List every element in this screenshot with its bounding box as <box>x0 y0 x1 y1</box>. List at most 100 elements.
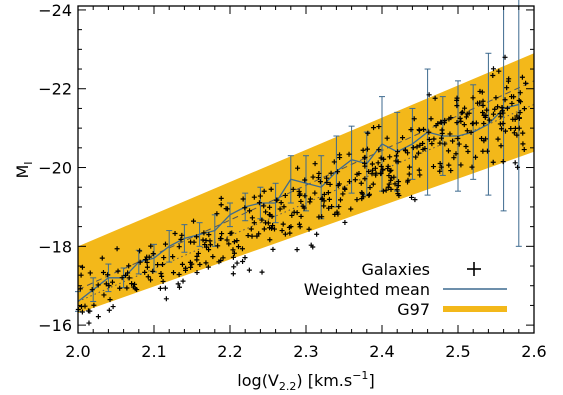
galaxy-point <box>502 128 508 134</box>
x-axis-ticks: 2.0 2.1 2.2 2.3 2.4 2.5 2.6 <box>65 6 547 361</box>
galaxy-point <box>160 278 166 284</box>
galaxy-point <box>460 109 466 115</box>
galaxy-point <box>346 179 352 185</box>
galaxy-point <box>267 204 273 210</box>
galaxy-point <box>511 130 517 136</box>
galaxy-point <box>279 228 285 234</box>
galaxy-point <box>137 248 143 254</box>
galaxy-point <box>224 206 230 212</box>
galaxy-point <box>385 166 391 172</box>
galaxy-point <box>273 197 279 203</box>
galaxy-point <box>509 94 515 100</box>
galaxy-point <box>234 238 240 244</box>
galaxy-point <box>99 255 105 261</box>
galaxy-point <box>337 197 343 203</box>
galaxy-point <box>386 173 392 179</box>
galaxy-point <box>240 258 246 264</box>
galaxy-point <box>124 285 130 291</box>
galaxy-point <box>512 160 518 166</box>
galaxy-point <box>159 273 165 279</box>
galaxy-point <box>163 296 169 302</box>
galaxy-point <box>310 174 316 180</box>
galaxy-point <box>400 135 406 141</box>
galaxy-point <box>176 284 182 290</box>
galaxy-point <box>366 168 372 174</box>
galaxy-point <box>431 136 437 142</box>
galaxy-point <box>337 152 343 158</box>
galaxy-point <box>348 206 354 212</box>
galaxy-point <box>218 202 224 208</box>
galaxy-point <box>103 281 109 287</box>
galaxy-point <box>459 110 465 116</box>
galaxy-point <box>364 146 370 152</box>
galaxy-point <box>161 255 167 261</box>
galaxy-point <box>394 187 400 193</box>
galaxy-point <box>188 264 194 270</box>
x-label-close: ] <box>368 371 374 390</box>
galaxy-point <box>479 89 485 95</box>
galaxy-point <box>259 217 265 223</box>
galaxy-point <box>277 206 283 212</box>
galaxy-point <box>129 281 135 287</box>
galaxy-point <box>231 250 237 256</box>
galaxy-point <box>224 237 230 243</box>
galaxy-point <box>458 118 464 124</box>
legend-symbol-plus <box>467 262 481 276</box>
galaxy-point <box>508 126 514 132</box>
galaxy-point <box>336 204 342 210</box>
galaxy-point <box>269 225 275 231</box>
galaxy-point <box>144 259 150 265</box>
galaxy-point <box>240 196 246 202</box>
x-tick-label: 2.3 <box>293 342 318 361</box>
galaxy-point <box>383 187 389 193</box>
x-tick-label: 2.2 <box>217 342 242 361</box>
galaxy-point <box>369 161 375 167</box>
galaxy-point <box>176 244 182 250</box>
galaxy-point <box>454 120 460 126</box>
galaxy-point <box>195 250 201 256</box>
x-axis-label: log(V2.2) [km.s−1] <box>237 369 374 393</box>
galaxy-point <box>499 126 505 132</box>
galaxy-point <box>194 270 200 276</box>
galaxy-point <box>342 219 348 225</box>
galaxy-point <box>517 90 523 96</box>
galaxy-point <box>520 141 526 147</box>
galaxy-point <box>142 269 148 275</box>
galaxy-point <box>396 179 402 185</box>
galaxy-point <box>298 213 304 219</box>
galaxy-point <box>219 231 225 237</box>
galaxy-point <box>448 115 454 121</box>
galaxy-point <box>91 302 97 308</box>
galaxy-point <box>247 208 253 214</box>
galaxy-point <box>497 121 503 127</box>
galaxy-point <box>271 226 277 232</box>
galaxy-point <box>378 170 384 176</box>
galaxy-point <box>265 220 271 226</box>
galaxy-point <box>512 116 518 122</box>
x-label-tail: ) [km.s <box>296 371 352 390</box>
galaxy-point <box>207 242 213 248</box>
galaxy-point <box>295 165 301 171</box>
galaxy-point <box>294 210 300 216</box>
galaxy-point <box>426 92 432 98</box>
galaxy-point <box>445 148 451 154</box>
galaxy-point <box>509 100 515 106</box>
galaxy-point <box>325 190 331 196</box>
galaxy-point <box>218 195 224 201</box>
galaxy-point <box>261 226 267 232</box>
galaxy-point <box>376 124 382 130</box>
galaxy-point <box>245 233 251 239</box>
galaxy-point <box>176 272 182 278</box>
galaxy-point <box>438 164 444 170</box>
galaxy-point <box>145 274 151 280</box>
galaxy-point <box>191 218 197 224</box>
galaxy-point <box>426 136 432 142</box>
galaxy-point <box>405 179 411 185</box>
galaxy-point <box>229 230 235 236</box>
galaxy-point <box>301 205 307 211</box>
x-tick-label: 2.1 <box>141 342 166 361</box>
galaxy-point <box>453 151 459 157</box>
galaxy-point <box>157 285 163 291</box>
galaxy-point <box>256 200 262 206</box>
galaxy-point <box>317 179 323 185</box>
